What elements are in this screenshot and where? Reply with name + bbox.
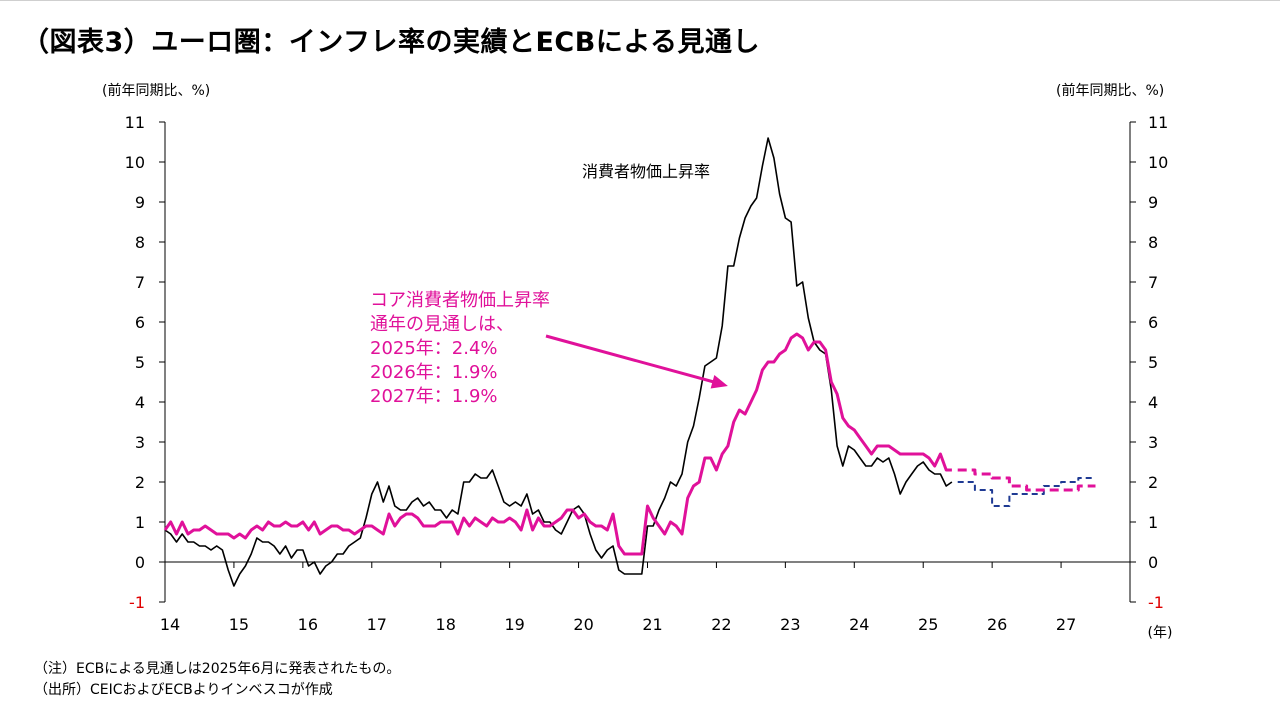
y-tick-label-left: 10 [125, 153, 145, 172]
core-outlook-2026: 2026年：1.9% [370, 362, 498, 383]
y-tick-label-left: 3 [135, 433, 145, 452]
y-tick-label-right: -1 [1148, 593, 1164, 612]
y-tick-label-right: 1 [1148, 513, 1158, 532]
x-tick-label: 18 [436, 615, 456, 634]
y-tick-label-left: 6 [135, 313, 145, 332]
y-tick-label-left: 1 [135, 513, 145, 532]
y-tick-label-left: 4 [135, 393, 145, 412]
top-rule [0, 0, 1280, 1]
annotation-arrow-line [545, 334, 715, 384]
headline-cpi-line [164, 137, 953, 587]
x-tick-label: 23 [780, 615, 800, 634]
y-tick-label-right: 0 [1148, 553, 1158, 572]
y-tick-label-right: 11 [1148, 113, 1168, 132]
x-tick-label: 15 [229, 615, 249, 634]
y-tick-label-right: 2 [1148, 473, 1158, 492]
y-tick-label-left: -1 [129, 593, 145, 612]
core-outlook-heading: 通年の見通しは、 [370, 314, 514, 335]
x-tick-label: 14 [160, 615, 180, 634]
footnote-source: （出所）CEICおよびECBよりインベスコが作成 [34, 682, 333, 698]
core-forecast-line [957, 468, 1096, 492]
core-cpi-line [163, 332, 952, 556]
x-tick-label: 21 [642, 615, 662, 634]
y-tick-label-right: 3 [1148, 433, 1158, 452]
headline-series-label: 消費者物価上昇率 [582, 162, 710, 181]
y-tick-label-left: 0 [135, 553, 145, 572]
x-tick-label: 17 [367, 615, 387, 634]
x-tick-label: 20 [573, 615, 593, 634]
y-tick-label-right: 6 [1148, 313, 1158, 332]
y-tick-label-left: 2 [135, 473, 145, 492]
y-tick-label-right: 9 [1148, 193, 1158, 212]
x-tick-label: 16 [298, 615, 318, 634]
y-tick-label-right: 8 [1148, 233, 1158, 252]
series-layer [163, 137, 1096, 587]
y-axis-right-unit: (前年同期比、%) [1056, 83, 1165, 99]
x-tick-label: 24 [849, 615, 869, 634]
x-tick-label: 19 [504, 615, 524, 634]
y-tick-label-left: 5 [135, 353, 145, 372]
y-tick-label-left: 11 [125, 113, 145, 132]
core-series-label: コア消費者物価上昇率 [370, 290, 550, 311]
y-tick-label-right: 4 [1148, 393, 1158, 412]
y-tick-label-left: 9 [135, 193, 145, 212]
y-tick-label-left: 7 [135, 273, 145, 292]
annotation-arrow-head [710, 375, 728, 389]
x-tick-label: 26 [987, 615, 1007, 634]
y-axis-left-unit: (前年同期比、%) [102, 83, 211, 99]
x-tick-label: 22 [711, 615, 731, 634]
x-axis-unit: (年) [1148, 625, 1173, 641]
y-tick-label-right: 7 [1148, 273, 1158, 292]
y-tick-label-right: 10 [1148, 153, 1168, 172]
core-outlook-2025: 2025年：2.4% [370, 338, 498, 359]
headline-forecast-line [957, 477, 1096, 507]
y-tick-label-left: 8 [135, 233, 145, 252]
y-tick-label-right: 5 [1148, 353, 1158, 372]
footnotes: （注）ECBによる見通しは2025年6月に発表されたもの。 （出所）CEICおよ… [34, 659, 400, 701]
x-tick-label: 25 [918, 615, 938, 634]
page-title: （図表3）ユーロ圏：インフレ率の実績とECBによる見通し [22, 27, 761, 58]
footnote-note: （注）ECBによる見通しは2025年6月に発表されたもの。 [34, 661, 401, 677]
core-outlook-2027: 2027年：1.9% [370, 386, 498, 407]
x-tick-label: 27 [1056, 615, 1076, 634]
